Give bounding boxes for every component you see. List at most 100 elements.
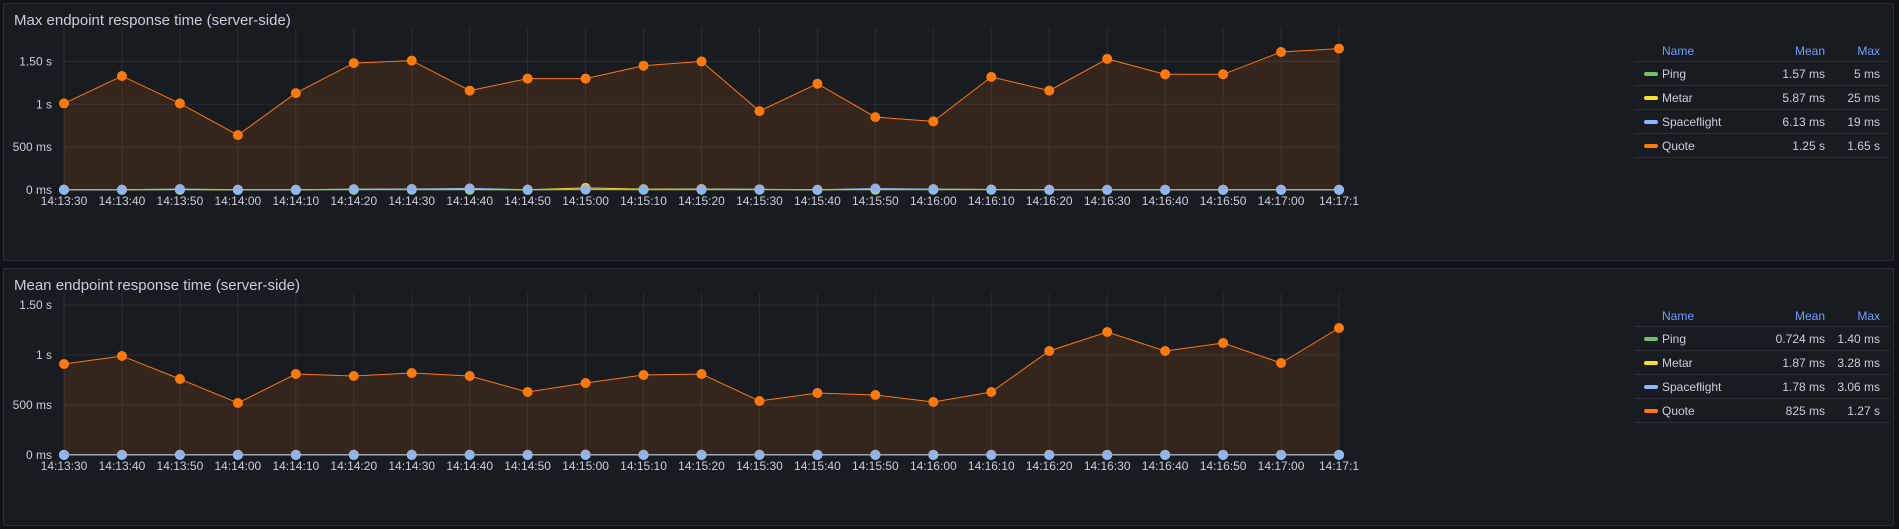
legend-series-max: 1.27 s [1847,404,1880,418]
legend: Name Mean Max Ping 0.724 ms 1.40 ms Metar 1… [1634,305,1890,423]
data-point-quote [290,369,301,379]
legend-item-spaceflight[interactable]: Spaceflight 1.78 ms 3.06 ms [1634,375,1890,399]
legend-max-header[interactable]: Max [1857,44,1880,58]
y-tick-label: 500 ms [13,398,52,412]
data-point-quote [1102,53,1113,64]
x-tick-label: 14:17:00 [1258,459,1305,473]
legend-mean-header[interactable]: Mean [1794,44,1825,58]
x-tick-label: 14:13:50 [157,459,204,473]
legend-series-max: 3.06 ms [1837,380,1880,394]
mean-response-chart: 0 ms 500 ms 1 s 1.50 s 14:13:30 14:13:40 14:13… [13,293,1359,473]
data-point-quote [174,98,185,109]
data-point-quote [348,58,359,69]
legend-header: Name Mean Max [1634,40,1890,62]
data-point-spaceflight [754,449,765,460]
panel-title[interactable]: Mean endpoint response time (server-side… [14,277,300,294]
x-tick-label: 14:15:30 [736,459,783,473]
data-point-spaceflight [1044,449,1055,460]
legend-name-header[interactable]: Name [1662,44,1695,58]
x-tick-label: 14:17:00 [1258,194,1305,208]
legend-series-name: Metar [1662,356,1693,370]
data-point-spaceflight [1160,184,1171,195]
x-tick-label: 14:14:50 [504,459,551,473]
legend-series-mean: 1.78 ms [1782,380,1825,394]
legend-name-header[interactable]: Name [1662,309,1695,323]
data-point-spaceflight [580,449,591,460]
data-point-spaceflight [1044,184,1055,195]
x-tick-label: 14:14:10 [272,459,319,473]
data-point-spaceflight [696,184,707,195]
legend-item-quote[interactable]: Quote 1.25 s 1.65 s [1634,134,1890,158]
x-tick-label: 14:16:00 [910,459,957,473]
data-point-quote [928,116,939,127]
data-point-quote [986,387,997,397]
x-tick-label: 14:15:10 [620,459,667,473]
x-tick-label: 14:16:30 [1084,459,1131,473]
x-tick-label: 14:16:10 [968,194,1015,208]
data-point-quote [812,78,823,89]
data-point-quote [1160,69,1171,80]
series-color-swatch [1644,72,1658,76]
legend-series-name: Metar [1662,91,1693,105]
legend-item-metar[interactable]: Metar 1.87 ms 3.28 ms [1634,351,1890,375]
legend-max-header[interactable]: Max [1857,309,1880,323]
data-point-quote [638,60,649,71]
data-point-quote [116,71,127,81]
data-point-spaceflight [59,184,69,195]
data-point-quote [406,368,417,378]
data-point-spaceflight [232,184,243,195]
x-tick-label: 14:17:1 [1319,459,1359,473]
legend-item-quote[interactable]: Quote 825 ms 1.27 s [1634,399,1890,423]
x-tick-label: 14:16:30 [1084,194,1131,208]
x-tick-label: 14:16:40 [1142,194,1189,208]
data-point-spaceflight [1160,449,1171,460]
series-color-swatch [1644,385,1658,389]
legend-mean-header[interactable]: Mean [1794,309,1825,323]
max-response-chart: 0 ms 500 ms 1 s 1.50 s 14:13:30 14:13:40 14:13… [13,28,1359,208]
x-tick-label: 14:15:10 [620,194,667,208]
x-tick-label: 14:15:00 [562,459,609,473]
panel-title[interactable]: Max endpoint response time (server-side) [14,12,291,29]
legend-item-ping[interactable]: Ping 0.724 ms 1.40 ms [1634,327,1890,351]
legend-item-metar[interactable]: Metar 5.87 ms 25 ms [1634,86,1890,110]
data-point-spaceflight [464,449,475,460]
legend-series-mean: 825 ms [1785,404,1825,418]
data-point-quote [1334,323,1344,333]
data-point-quote [1276,358,1287,368]
y-tick-label: 0 ms [26,448,52,462]
x-tick-label: 14:15:30 [736,194,783,208]
x-tick-label: 14:16:40 [1142,459,1189,473]
data-point-spaceflight [754,184,765,195]
data-point-quote [464,85,475,96]
data-point-spaceflight [812,184,823,195]
legend-series-max: 25 ms [1847,91,1880,105]
data-point-spaceflight [348,184,359,195]
data-point-spaceflight [580,184,591,195]
series-color-swatch [1644,96,1658,100]
data-point-spaceflight [986,184,997,195]
data-point-spaceflight [986,449,997,460]
series-color-swatch [1644,120,1658,124]
legend-series-name: Ping [1662,332,1687,346]
legend-item-spaceflight[interactable]: Spaceflight 6.13 ms 19 ms [1634,110,1890,134]
legend-series-max: 1.65 s [1847,139,1880,153]
data-point-spaceflight [1276,449,1287,460]
series-color-swatch [1644,144,1658,148]
legend-item-ping[interactable]: Ping 1.57 ms 5 ms [1634,62,1890,86]
data-point-spaceflight [174,183,185,194]
legend: Name Mean Max Ping 1.57 ms 5 ms Metar 5.87 … [1634,40,1890,158]
data-point-quote [754,396,765,406]
x-tick-label: 14:14:10 [272,194,319,208]
legend-series-name: Spaceflight [1662,115,1722,129]
legend-series-mean: 6.13 ms [1782,115,1825,129]
x-tick-label: 14:17:1 [1319,194,1359,208]
data-point-spaceflight [1218,449,1229,460]
data-point-spaceflight [870,183,881,194]
x-tick-label: 14:13:30 [41,459,88,473]
data-point-quote [1102,327,1113,337]
x-tick-label: 14:16:50 [1200,459,1247,473]
data-point-quote [1334,43,1344,54]
data-point-spaceflight [1276,184,1287,195]
data-point-spaceflight [928,449,939,460]
data-point-quote [59,359,69,369]
